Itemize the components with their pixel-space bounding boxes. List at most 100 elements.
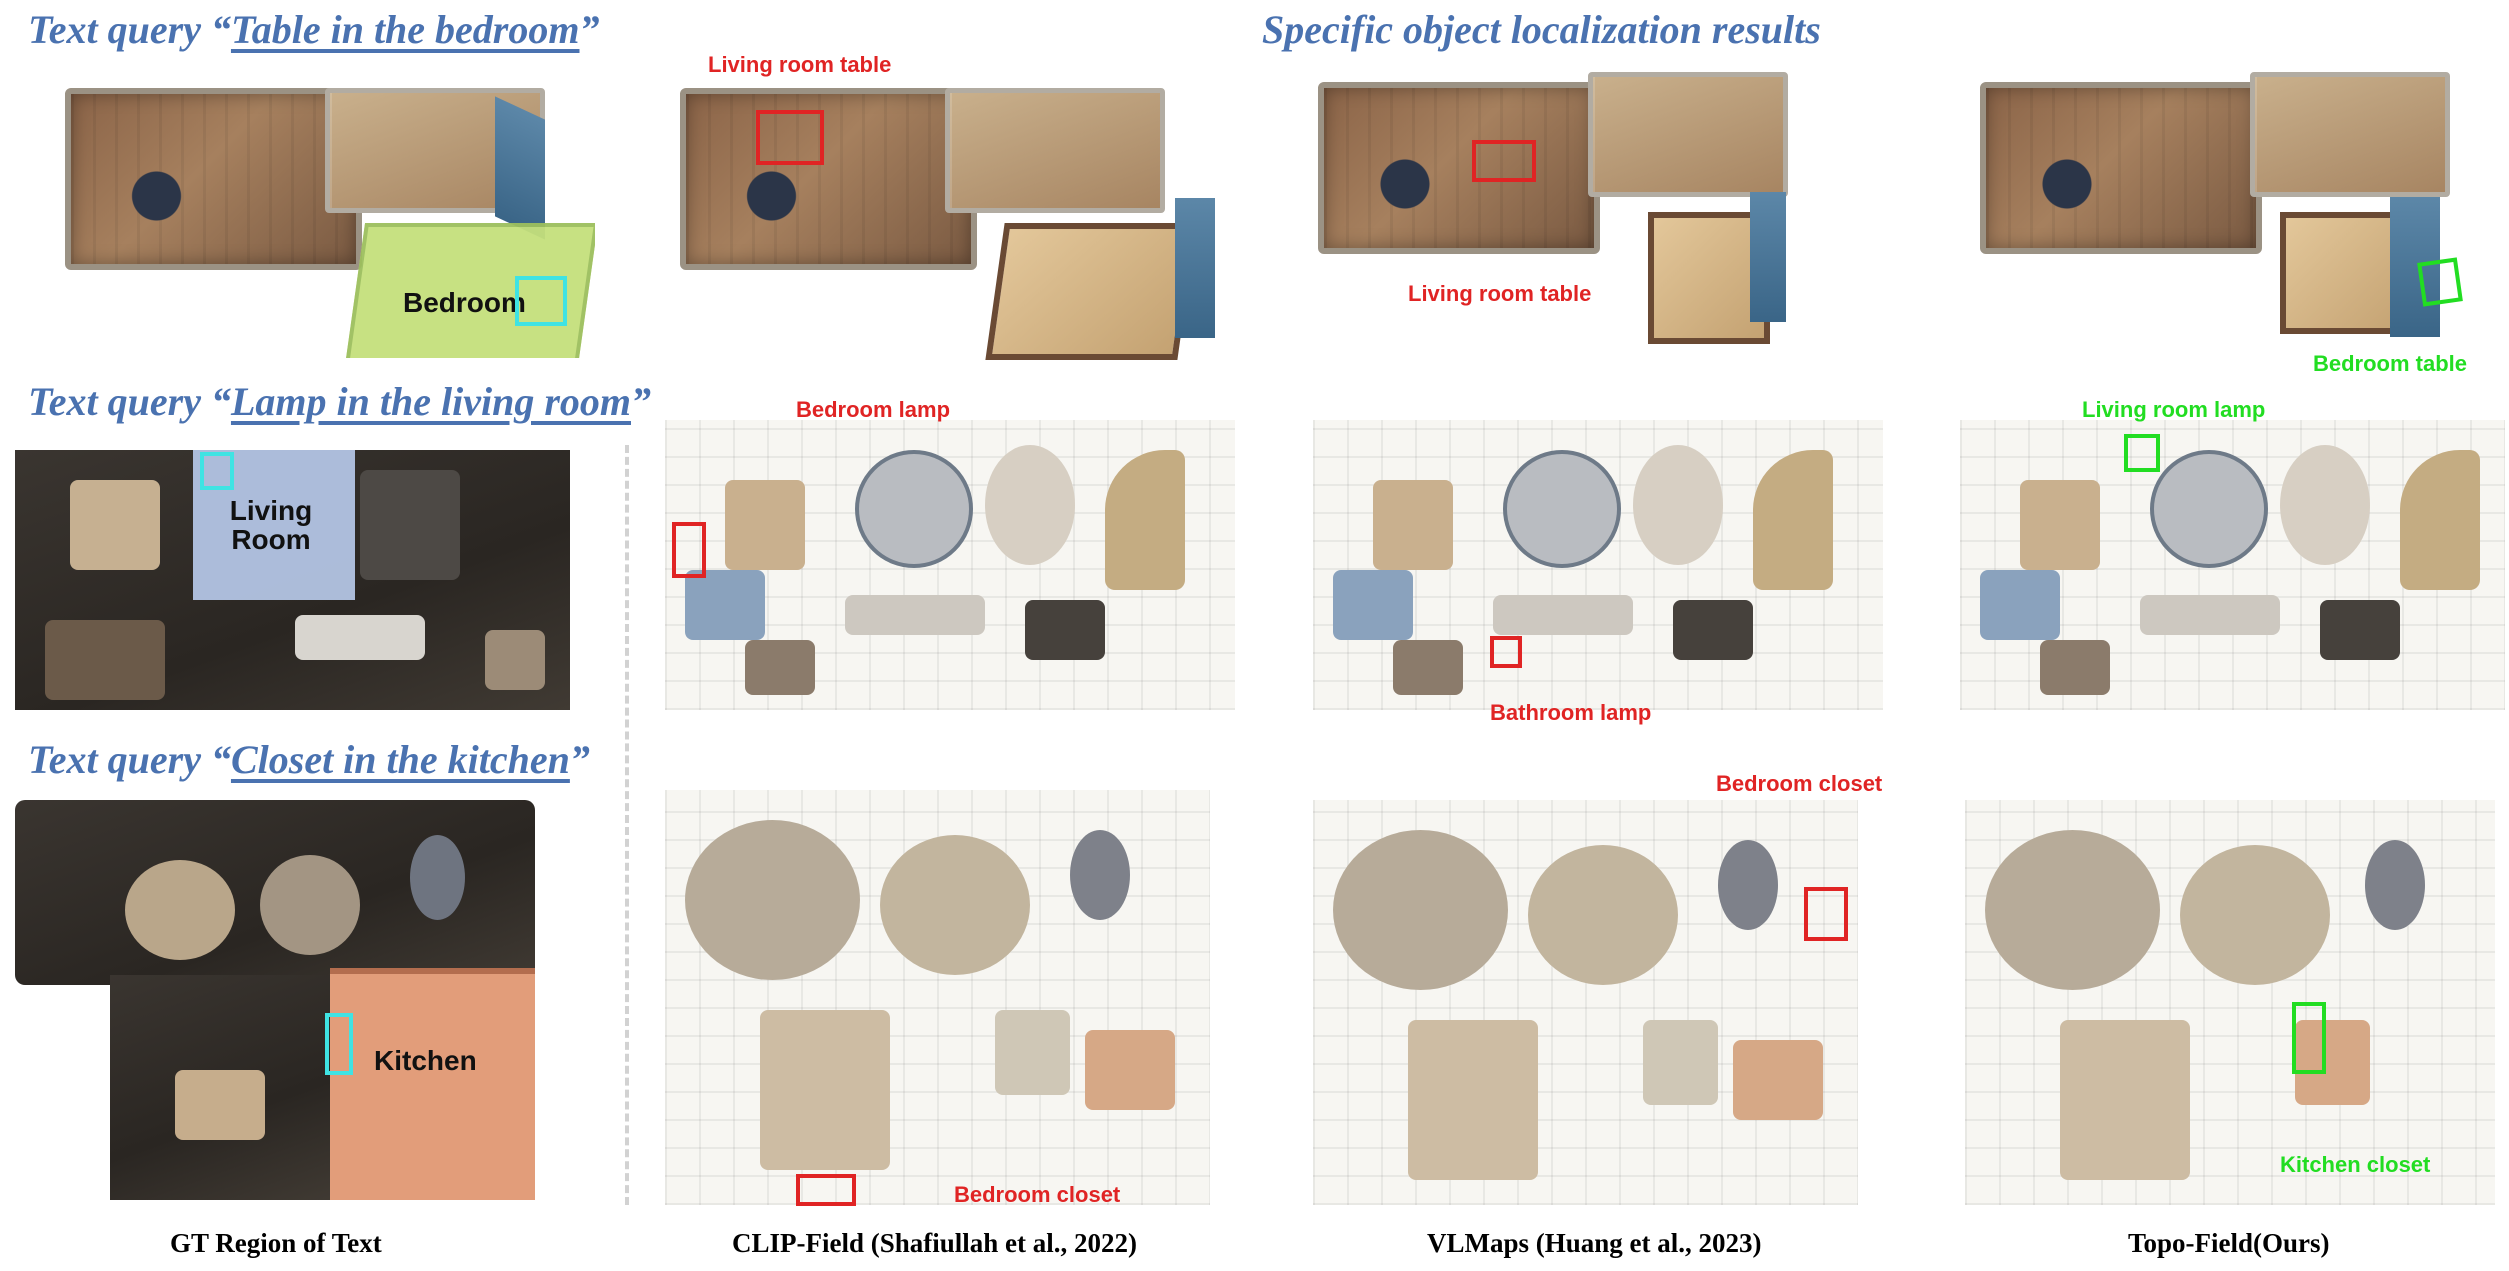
sofa <box>1503 450 1621 568</box>
bed <box>1373 480 1453 570</box>
query-phrase: Closet in the kitchen <box>230 737 570 782</box>
bathroom <box>2040 640 2110 695</box>
topo-scene-row3 <box>1965 800 2495 1205</box>
bed <box>2020 480 2100 570</box>
query-prefix: Text query “ <box>28 379 231 424</box>
section-title: Specific object localization results <box>1262 7 1821 52</box>
gt-box <box>515 276 567 326</box>
living-room-scene <box>65 88 362 270</box>
living-room-scene <box>680 88 977 270</box>
topo-prediction-box-row3 <box>2292 1002 2326 1074</box>
column-label-clip-field: CLIP-Field (Shafiullah et al., 2022) <box>732 1228 1138 1258</box>
lower-room <box>2060 1020 2190 1180</box>
blue-room <box>1980 570 2060 640</box>
callout-topo-row2: Living room lamp <box>2082 397 2266 422</box>
bedroom-scene <box>985 223 1197 360</box>
cabinet <box>2320 600 2400 660</box>
column-label-topo-field: Topo-Field(Ours) <box>2128 1228 2330 1258</box>
bath-fixture <box>995 1010 1070 1095</box>
oval-rug <box>2365 840 2425 930</box>
query-suffix: ” <box>631 379 651 424</box>
gt-scene-row1: Bedroom <box>55 88 595 358</box>
gt-box <box>325 1013 353 1075</box>
gt-region-label: Kitchen <box>374 1045 477 1076</box>
round-rug <box>125 860 235 960</box>
sofa <box>2150 450 2268 568</box>
topo-prediction-box-row1 <box>2417 257 2463 307</box>
bathroom <box>1393 640 1463 695</box>
bath-fixture <box>485 630 545 690</box>
bathroom <box>745 640 815 695</box>
kitchen <box>1493 595 1633 635</box>
clip-scene-row1 <box>675 88 1215 363</box>
dining-rug <box>260 855 360 955</box>
clip-prediction-box-row2 <box>672 522 706 578</box>
clip-scene-row2 <box>665 420 1235 710</box>
curved-counter <box>2400 450 2480 590</box>
kitchen-floor <box>1733 1040 1823 1120</box>
wall <box>1750 192 1786 322</box>
sofa <box>855 450 973 568</box>
wall <box>495 96 545 240</box>
lower-room <box>760 1010 890 1170</box>
bed <box>70 480 160 570</box>
callout-topo-row3: Kitchen closet <box>2280 1152 2431 1177</box>
vlmaps-scene-row2 <box>1313 420 1883 710</box>
query-suffix: ” <box>569 737 590 782</box>
bathroom <box>45 620 165 700</box>
gt-box <box>200 452 234 490</box>
column-label-vlmaps: VLMaps (Huang et al., 2023) <box>1427 1228 1762 1258</box>
vlmaps-prediction-box-row3 <box>1804 887 1848 941</box>
callout-topo-row1: Bedroom table <box>2313 351 2468 376</box>
query-title-3: Text query “Closet in the kitchen” <box>28 740 590 780</box>
callout-vlmaps-row3: Bedroom closet <box>1716 771 1883 796</box>
kitchen <box>2140 595 2280 635</box>
clip-prediction-box-row3 <box>796 1174 856 1206</box>
vlmaps-scene-row1 <box>1318 72 1788 362</box>
oval-rug <box>1718 840 1778 930</box>
clip-prediction-box-row1 <box>756 110 824 165</box>
topo-scene-row2 <box>1960 420 2505 710</box>
column-label-gt: GT Region of Text <box>170 1228 382 1258</box>
query-suffix: ” <box>579 7 600 52</box>
dining-table <box>1633 445 1723 565</box>
blue-room <box>1333 570 1413 640</box>
bath-fixture <box>1643 1020 1718 1105</box>
gt-scene-row3 <box>15 800 535 1200</box>
callout-vlmaps-row2: Bathroom lamp <box>1490 700 1652 725</box>
upper-room-scene <box>1588 72 1788 197</box>
kitchen-floor <box>2295 1020 2370 1105</box>
dining-rug <box>1528 845 1678 985</box>
query-title-2: Text query “Lamp in the living room” <box>28 382 651 422</box>
query-phrase: Table in the bedroom <box>230 7 580 52</box>
upper-room-scene <box>945 88 1165 213</box>
oval-rug <box>1070 830 1130 920</box>
kitchen-counter <box>295 615 425 660</box>
callout-clip-row2: Bedroom lamp <box>796 397 951 422</box>
dining-table <box>2280 445 2370 565</box>
living-room-region-overlay <box>193 450 355 600</box>
vlmaps-prediction-box-row2 <box>1490 636 1522 668</box>
dining-rug <box>880 835 1030 975</box>
gt-region-label: Living Room <box>229 495 313 556</box>
living-room-scene <box>1318 82 1600 254</box>
cabinet <box>1673 600 1753 660</box>
clip-scene-row3 <box>665 790 1210 1205</box>
vlmaps-scene-row3 <box>1313 800 1858 1205</box>
topo-prediction-box-row2 <box>2124 434 2160 472</box>
query-prefix: Text query “ <box>28 7 231 52</box>
dining-table <box>985 445 1075 565</box>
callout-clip-row3: Bedroom closet <box>954 1182 1121 1207</box>
living-rug <box>1333 830 1508 990</box>
topo-scene-row1 <box>1980 72 2460 367</box>
wall <box>1175 198 1215 338</box>
dining-table <box>360 470 460 580</box>
bed <box>175 1070 265 1140</box>
kitchen-floor <box>1085 1030 1175 1110</box>
oval-rug <box>410 835 465 920</box>
cabinet <box>1025 600 1105 660</box>
curved-counter <box>1753 450 1833 590</box>
living-rug <box>1985 830 2160 990</box>
wall <box>2390 197 2440 337</box>
dining-rug <box>2180 845 2330 985</box>
